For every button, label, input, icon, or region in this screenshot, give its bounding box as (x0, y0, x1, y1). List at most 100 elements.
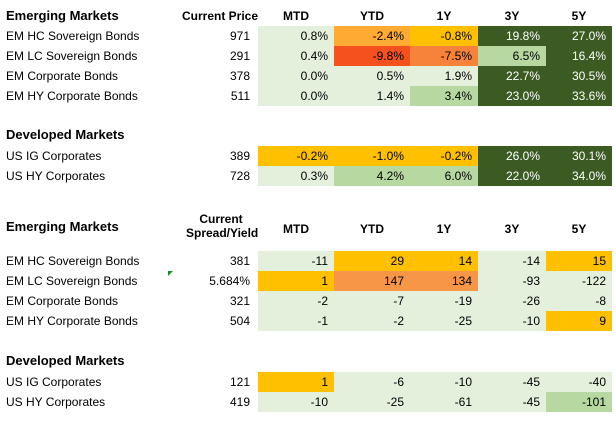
table-row: EM HC Sovereign Bonds 381 -11 29 14 -14 15 (0, 251, 616, 271)
value-cell: 1 (258, 271, 334, 291)
value-cell: -6 (334, 372, 410, 392)
current-value-cell: 5.684% (209, 274, 250, 288)
value-cell: -2.4% (334, 26, 410, 46)
table-row: EM HY Corporate Bonds 511 0.0% 1.4% 3.4% 23.0… (0, 86, 616, 106)
spread-col-headers: MTD YTD 1Y 3Y 5Y (0, 219, 616, 239)
section-title-dm-spread: Developed Markets (6, 353, 125, 368)
value-cell: 23.0% (478, 86, 546, 106)
header-5y: 5Y (571, 9, 587, 23)
value-cell: 9 (546, 311, 612, 331)
section-title-em-price: Emerging Markets (6, 8, 119, 23)
row-label: EM LC Sovereign Bonds (6, 49, 138, 63)
header-mtd-spread: MTD (283, 222, 309, 236)
value-cell: 1.9% (410, 66, 478, 86)
value-cell: -10 (258, 392, 334, 412)
value-cell: 19.8% (478, 26, 546, 46)
value-cell: -2 (258, 291, 334, 311)
row-label: US HY Corporates (6, 169, 106, 183)
value-cell: 0.4% (258, 46, 334, 66)
row-label: EM LC Sovereign Bonds (6, 274, 138, 288)
value-cell: 0.5% (334, 66, 410, 86)
value-cell: -0.2% (410, 146, 478, 166)
value-cell: 14 (410, 251, 478, 271)
value-cell: -14 (478, 251, 546, 271)
table-row: US HY Corporates 728 0.3% 4.2% 6.0% 22.0% 34.0… (0, 166, 616, 186)
value-cell: 22.0% (478, 166, 546, 186)
value-cell: 4.2% (334, 166, 410, 186)
value-cell: 1 (258, 372, 334, 392)
value-cell: -101 (546, 392, 612, 412)
price-dm-title-row: Developed Markets (0, 125, 616, 145)
value-cell: 1.4% (334, 86, 410, 106)
value-cell: -1 (258, 311, 334, 331)
value-cell: 0.0% (258, 66, 334, 86)
value-cell: -1.0% (334, 146, 410, 166)
row-label: EM Corporate Bonds (6, 294, 119, 308)
value-cell: -40 (546, 372, 612, 392)
row-label: US IG Corporates (6, 375, 102, 389)
table-row: EM LC Sovereign Bonds 5.684% 1 147 134 -93 -12… (0, 271, 616, 291)
row-label: EM HC Sovereign Bonds (6, 254, 140, 268)
value-cell: -10 (410, 372, 478, 392)
value-cell: 6.0% (410, 166, 478, 186)
header-ytd-spread: YTD (360, 222, 384, 236)
value-cell: 147 (334, 271, 410, 291)
table-row: EM Corporate Bonds 321 -2 -7 -19 -26 -8 (0, 291, 616, 311)
section-title-dm-price: Developed Markets (6, 127, 125, 142)
header-current-line1: Current (199, 212, 243, 226)
value-cell: 27.0% (546, 26, 612, 46)
header-current-price: Current Price (181, 9, 259, 23)
current-value-cell: 419 (229, 395, 250, 409)
value-cell: -11 (258, 251, 334, 271)
value-cell: -7 (334, 291, 410, 311)
value-cell: -7.5% (410, 46, 478, 66)
row-label: EM Corporate Bonds (6, 69, 119, 83)
header-3y: 3Y (504, 9, 520, 23)
value-cell: -9.8% (334, 46, 410, 66)
value-cell: -19 (410, 291, 478, 311)
table-row: US HY Corporates 419 -10 -25 -61 -45 -101 (0, 392, 616, 412)
value-cell: -26 (478, 291, 546, 311)
header-5y-spread: 5Y (571, 222, 587, 236)
current-value-cell: 121 (229, 375, 250, 389)
value-cell: -8 (546, 291, 612, 311)
header-1y-spread: 1Y (436, 222, 452, 236)
value-cell: -122 (546, 271, 612, 291)
spread-dm-title-row: Developed Markets (0, 351, 616, 371)
header-spread-yield-line2: Spread/Yield (186, 226, 259, 240)
current-value-cell: 504 (229, 314, 250, 328)
header-mtd: MTD (283, 9, 309, 23)
value-cell: 15 (546, 251, 612, 271)
value-cell: -25 (410, 311, 478, 331)
value-cell: -0.8% (410, 26, 478, 46)
current-value-cell: 321 (229, 294, 250, 308)
value-cell: -2 (334, 311, 410, 331)
current-value-cell: 381 (229, 254, 250, 268)
value-cell: 30.5% (546, 66, 612, 86)
table-row: US IG Corporates 121 1 -6 -10 -45 -40 (0, 372, 616, 392)
value-cell: 6.5% (478, 46, 546, 66)
comment-indicator-icon (168, 271, 173, 276)
value-cell: 134 (410, 271, 478, 291)
spread-header-row: Emerging Markets (0, 217, 616, 237)
header-current-spread-yield: Current Spread/Yield (186, 212, 259, 240)
table-row: EM HC Sovereign Bonds 971 0.8% -2.4% -0.8% 19… (0, 26, 616, 46)
value-cell: -93 (478, 271, 546, 291)
row-label: EM HC Sovereign Bonds (6, 29, 140, 43)
header-ytd: YTD (360, 9, 384, 23)
table-row: EM HY Corporate Bonds 504 -1 -2 -25 -10 9 (0, 311, 616, 331)
section-title-em-spread: Emerging Markets (6, 219, 119, 234)
value-cell: -10 (478, 311, 546, 331)
row-label: US IG Corporates (6, 149, 102, 163)
value-cell: -25 (334, 392, 410, 412)
current-value-cell: 971 (229, 29, 250, 43)
value-cell: 30.1% (546, 146, 612, 166)
current-value-cell: 378 (229, 69, 250, 83)
row-label: EM HY Corporate Bonds (6, 314, 138, 328)
row-label: EM HY Corporate Bonds (6, 89, 138, 103)
table-row: EM Corporate Bonds 378 0.0% 0.5% 1.9% 22.7% 30… (0, 66, 616, 86)
current-value-cell: 511 (230, 89, 250, 103)
header-1y: 1Y (436, 9, 452, 23)
current-value-cell: 291 (229, 49, 250, 63)
